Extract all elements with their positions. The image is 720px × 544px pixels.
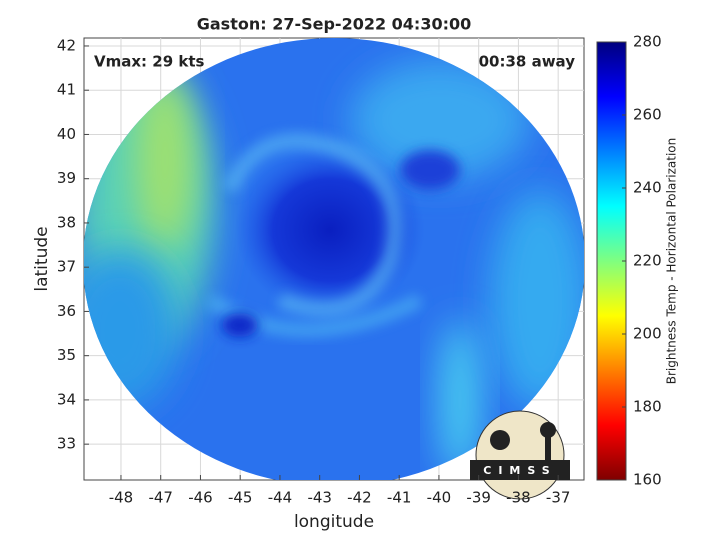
- x-tick-label: -43: [307, 489, 332, 507]
- logo: CIMSS: [470, 410, 570, 500]
- colorbar-label: Brightness Temp - Horizontal Polarizatio…: [665, 138, 679, 385]
- colorbar-tick-label: 220: [633, 252, 662, 270]
- y-tick-label: 35: [57, 346, 76, 364]
- time-annotation: 00:38 away: [479, 53, 576, 71]
- y-tick-label: 39: [57, 169, 76, 187]
- logo-text: CIMSS: [483, 464, 556, 477]
- x-tick-label: -45: [228, 489, 253, 507]
- y-tick-label: 40: [57, 125, 76, 143]
- satellite-swath: [84, 38, 584, 480]
- y-tick-label: 33: [57, 435, 76, 453]
- y-tick-label: 42: [57, 36, 76, 54]
- x-tick-label: -38: [506, 489, 531, 507]
- colorbar-tick-label: 260: [633, 106, 662, 124]
- colorbar-tick-label: 160: [633, 471, 662, 489]
- x-tick-label: -39: [466, 489, 491, 507]
- x-tick-label: -42: [347, 489, 372, 507]
- x-tick-label: -44: [268, 489, 293, 507]
- vmax-annotation: Vmax: 29 kts: [94, 53, 204, 71]
- x-tick-label: -48: [109, 489, 134, 507]
- x-tick-label: -46: [188, 489, 213, 507]
- y-tick-label: 41: [57, 81, 76, 99]
- y-tick-label: 36: [57, 302, 76, 320]
- colorbar-tick-label: 240: [633, 179, 662, 197]
- y-tick-label: 37: [57, 258, 76, 276]
- x-tick-label: -40: [427, 489, 452, 507]
- x-tick-label: -47: [148, 489, 173, 507]
- colorbar-tick-label: 200: [633, 325, 662, 343]
- y-tick-label: 38: [57, 213, 76, 231]
- colorbar: [596, 41, 627, 481]
- y-axis-label: latitude: [32, 226, 52, 291]
- y-tick-label: 34: [57, 390, 76, 408]
- x-tick-label: -37: [546, 489, 571, 507]
- x-tick-label: -41: [387, 489, 412, 507]
- colorbar-tick-label: 280: [633, 33, 662, 51]
- chart-title: Gaston: 27-Sep-2022 04:30:00: [197, 15, 472, 34]
- x-axis-label: longitude: [294, 512, 374, 532]
- colorbar-tick-label: 180: [633, 398, 662, 416]
